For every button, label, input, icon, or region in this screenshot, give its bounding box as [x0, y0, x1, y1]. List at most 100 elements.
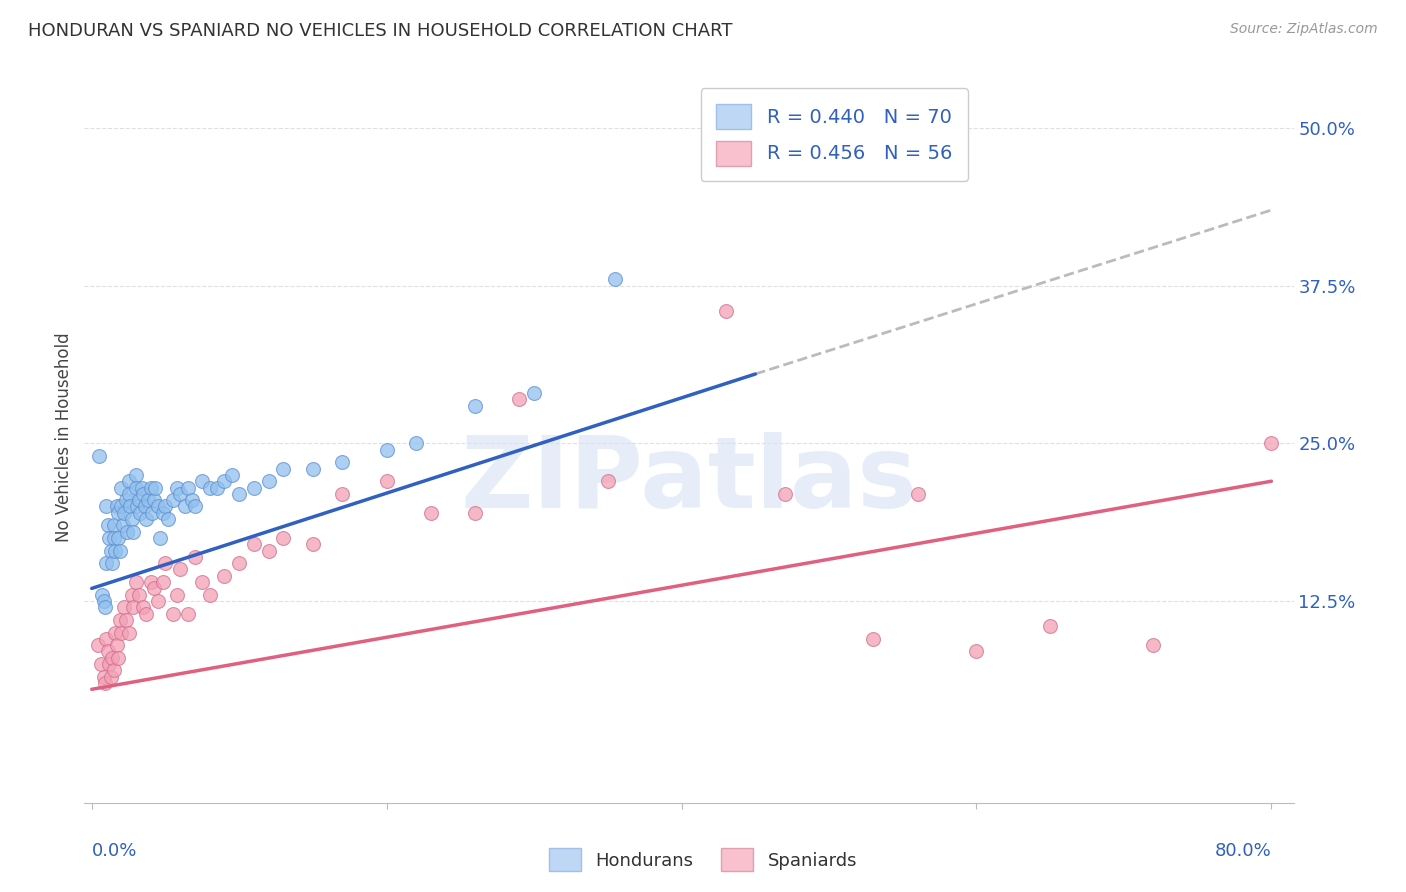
Point [86, 638, 108, 652]
Point [143, 481, 166, 495]
Point [155, 556, 177, 570]
Point [141, 506, 163, 520]
Point [966, 644, 988, 658]
Point [523, 386, 546, 401]
Point [162, 607, 184, 621]
Point [96, 632, 118, 646]
Point [94, 676, 117, 690]
Point [1260, 436, 1282, 450]
Point [243, 481, 266, 495]
Point [181, 493, 204, 508]
Point [121, 588, 143, 602]
Point [176, 607, 198, 621]
Point [173, 500, 195, 514]
Point [605, 272, 627, 286]
Point [302, 461, 325, 475]
Point [419, 506, 441, 520]
Point [101, 556, 124, 570]
Point [98, 531, 121, 545]
Point [114, 493, 136, 508]
Point [105, 500, 128, 514]
Point [152, 575, 174, 590]
Point [127, 500, 149, 514]
Point [332, 487, 354, 501]
Point [112, 600, 135, 615]
Point [125, 575, 148, 590]
Point [96, 500, 118, 514]
Point [115, 524, 138, 539]
Text: 0.0%: 0.0% [91, 842, 138, 860]
Point [243, 537, 266, 551]
Y-axis label: No Vehicles in Household: No Vehicles in Household [55, 332, 73, 542]
Point [131, 481, 153, 495]
Point [221, 467, 243, 482]
Point [176, 481, 198, 495]
Point [205, 481, 228, 495]
Point [464, 506, 486, 520]
Point [101, 650, 124, 665]
Point [184, 500, 207, 514]
Point [139, 575, 162, 590]
Point [110, 481, 132, 495]
Point [302, 537, 325, 551]
Point [332, 455, 354, 469]
Point [214, 474, 236, 488]
Point [100, 543, 122, 558]
Point [117, 625, 139, 640]
Point [198, 588, 221, 602]
Point [198, 481, 221, 495]
Point [93, 670, 115, 684]
Point [93, 594, 115, 608]
Point [122, 600, 145, 615]
Point [273, 461, 295, 475]
Point [152, 506, 174, 520]
Point [214, 569, 236, 583]
Text: ZIPatlas: ZIPatlas [461, 433, 917, 530]
Point [375, 474, 398, 488]
Point [132, 600, 155, 615]
Point [122, 524, 145, 539]
Point [148, 531, 170, 545]
Point [157, 512, 180, 526]
Point [132, 487, 155, 501]
Point [596, 474, 619, 488]
Point [405, 436, 427, 450]
Point [104, 543, 127, 558]
Point [862, 632, 884, 646]
Point [104, 625, 127, 640]
Point [228, 556, 250, 570]
Point [1039, 619, 1062, 633]
Point [129, 506, 152, 520]
Point [107, 506, 129, 520]
Point [169, 562, 191, 576]
Point [121, 512, 143, 526]
Point [146, 500, 169, 514]
Point [257, 474, 280, 488]
Point [103, 531, 125, 545]
Point [191, 474, 214, 488]
Point [907, 487, 929, 501]
Point [94, 600, 117, 615]
Point [105, 638, 128, 652]
Point [135, 607, 157, 621]
Point [166, 588, 188, 602]
Point [114, 613, 136, 627]
Point [135, 512, 157, 526]
Point [97, 644, 120, 658]
Point [112, 506, 135, 520]
Point [96, 556, 118, 570]
Point [228, 487, 250, 501]
Point [125, 467, 148, 482]
Point [1142, 638, 1164, 652]
Point [107, 531, 129, 545]
Point [90, 657, 112, 671]
Point [136, 493, 159, 508]
Point [107, 650, 129, 665]
Point [155, 500, 177, 514]
Point [110, 625, 132, 640]
Point [191, 575, 214, 590]
Point [375, 442, 398, 457]
Point [128, 588, 150, 602]
Point [91, 588, 114, 602]
Point [125, 481, 148, 495]
